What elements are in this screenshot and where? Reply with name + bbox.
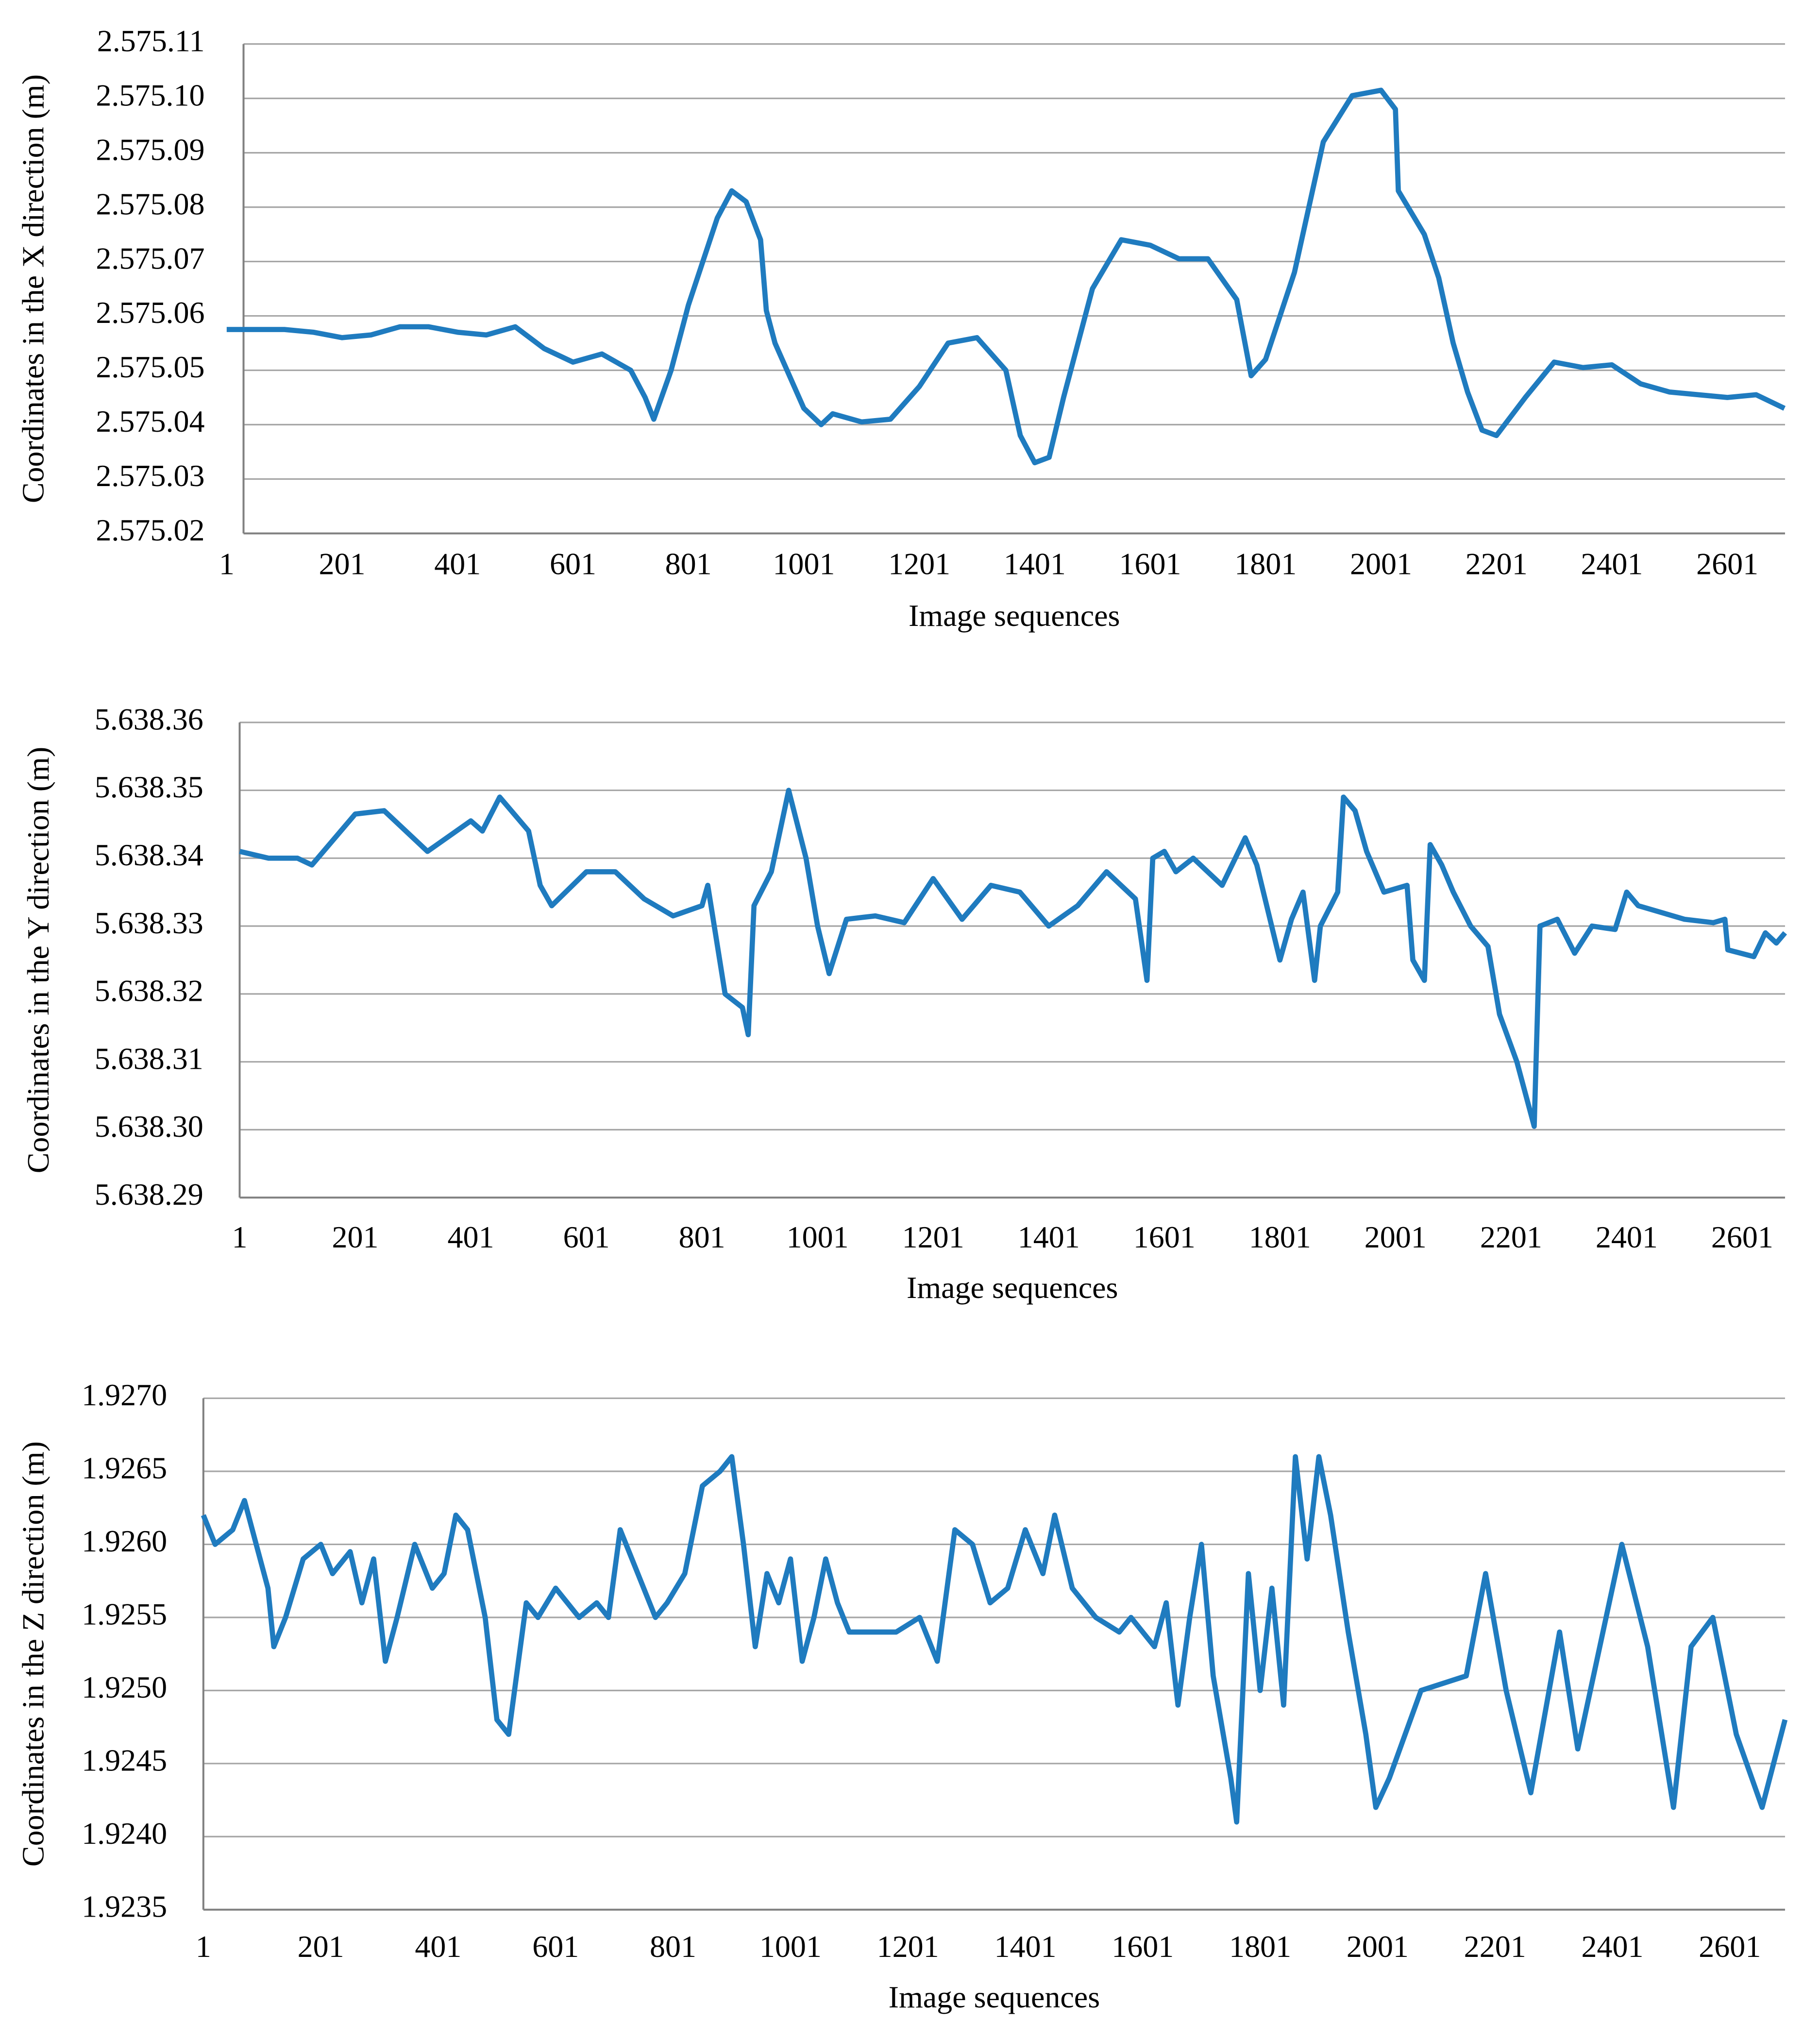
x-tick-label: 1	[196, 1929, 211, 1964]
y-tick-label: 5.638.34	[95, 838, 203, 872]
y-tick-label: 2.575.09	[96, 132, 204, 167]
x-tick-label: 2601	[1696, 547, 1758, 581]
y-tick-label: 1.9240	[82, 1816, 167, 1851]
y-tick-label: 5.638.30	[95, 1109, 203, 1144]
x-tick-label: 2401	[1596, 1220, 1658, 1254]
x-tick-label: 1	[232, 1220, 248, 1254]
y-tick-label: 1.9270	[82, 1378, 167, 1412]
y-tick-label: 2.575.10	[96, 78, 204, 112]
y-tick-label: 5.638.35	[95, 770, 203, 804]
x-tick-label: 801	[665, 547, 712, 581]
x-tick-label: 601	[563, 1220, 610, 1254]
x-tick-label: 1201	[877, 1929, 939, 1964]
x-axis-label: Image sequences	[909, 598, 1120, 633]
y-tick-label: 5.638.33	[95, 906, 203, 940]
x-tick-label: 1601	[1112, 1929, 1174, 1964]
y-tick-label: 5.638.36	[95, 702, 203, 736]
y-tick-label: 2.575.03	[96, 458, 204, 493]
x-tick-label: 601	[550, 547, 596, 581]
x-tick-label: 2601	[1711, 1220, 1773, 1254]
y-axis-label: Coordinates in the X direction (m)	[16, 74, 50, 503]
x-tick-label: 201	[298, 1929, 344, 1964]
data-line	[201, 1454, 1788, 1825]
y-tick-label: 2.575.04	[96, 404, 204, 438]
y-axis-label: Coordinates in the Y direction (m)	[21, 747, 55, 1173]
x-tick-label: 1601	[1133, 1220, 1196, 1254]
x-tick-label: 1801	[1229, 1929, 1291, 1964]
x-tick-label: 2001	[1365, 1220, 1427, 1254]
x-tick-label: 2201	[1480, 1220, 1542, 1254]
y-tick-label: 2.575.11	[97, 23, 205, 58]
x-tick-label: 601	[532, 1929, 579, 1964]
x-tick-label: 401	[415, 1929, 461, 1964]
x-tick-label: 1001	[759, 1929, 822, 1964]
x-tick-label: 201	[319, 547, 366, 581]
y-tick-label: 2.575.07	[96, 241, 204, 275]
data-line	[226, 87, 1786, 466]
y-tick-label: 5.638.32	[95, 974, 203, 1008]
x-tick-label: 801	[650, 1929, 696, 1964]
x-tick-label: 201	[332, 1220, 379, 1254]
x-tick-label: 1801	[1249, 1220, 1311, 1254]
x-tick-label: 2201	[1466, 547, 1528, 581]
x-axis-label: Image sequences	[889, 1980, 1100, 2014]
x-tick-label: 2401	[1581, 1929, 1643, 1964]
x-tick-label: 401	[434, 547, 481, 581]
y-tick-label: 2.575.08	[96, 186, 204, 221]
y-tick-label: 1.9235	[82, 1889, 167, 1923]
x-tick-label: 1401	[1018, 1220, 1080, 1254]
x-axis-label: Image sequences	[907, 1270, 1118, 1305]
x-tick-label: 801	[679, 1220, 725, 1254]
x-tick-label: 1801	[1234, 547, 1297, 581]
y-axis-label: Coordinates in the Z direction (m)	[16, 1441, 50, 1867]
y-tick-label: 2.575.05	[96, 350, 204, 384]
x-tick-label: 1001	[773, 547, 835, 581]
y-tick-label: 1.9265	[82, 1451, 167, 1485]
x-tick-label: 1601	[1119, 547, 1181, 581]
y-tick-label: 1.9245	[82, 1743, 167, 1777]
x-tick-label: 2401	[1581, 547, 1643, 581]
x-tick-label: 2601	[1699, 1929, 1761, 1964]
x-tick-label: 401	[448, 1220, 494, 1254]
x-tick-label: 1401	[994, 1929, 1056, 1964]
x-tick-label: 2001	[1347, 1929, 1409, 1964]
data-line	[239, 788, 1787, 1129]
x-tick-label: 1201	[888, 547, 950, 581]
y-tick-label: 1.9255	[82, 1597, 167, 1632]
y-tick-label: 1.9250	[82, 1670, 167, 1704]
y-tick-label: 2.575.06	[96, 295, 204, 330]
y-tick-label: 5.638.29	[95, 1177, 203, 1212]
y-tick-label: 2.575.02	[96, 513, 204, 547]
x-tick-label: 2201	[1464, 1929, 1526, 1964]
x-tick-label: 2001	[1350, 547, 1412, 581]
x-tick-label: 1201	[902, 1220, 964, 1254]
x-tick-label: 1001	[787, 1220, 849, 1254]
y-tick-label: 5.638.31	[95, 1041, 203, 1076]
y-tick-label: 1.9260	[82, 1524, 167, 1558]
x-tick-label: 1401	[1004, 547, 1066, 581]
x-tick-label: 1	[219, 547, 235, 581]
